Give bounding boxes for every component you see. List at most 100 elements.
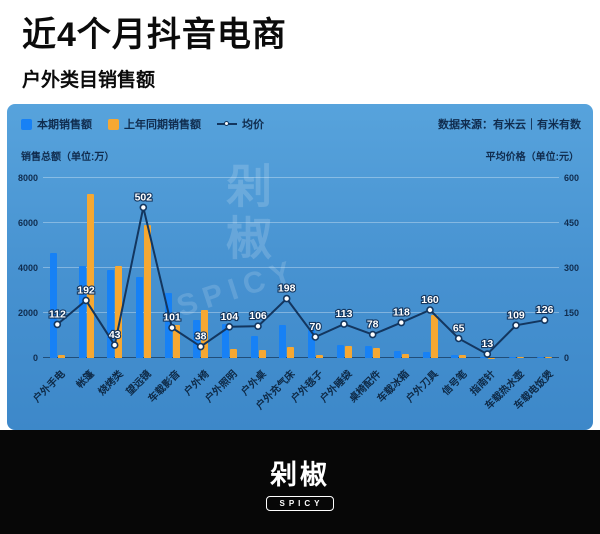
gridline (43, 177, 559, 179)
line-value-label: 126 (536, 304, 554, 316)
line-point (340, 320, 348, 328)
line-point (53, 320, 62, 329)
bar-current (250, 335, 258, 359)
line-point (483, 350, 492, 358)
line-value-label: 109 (507, 309, 525, 321)
bar-previous (430, 315, 438, 359)
page-subtitle: 户外类目销售额 (22, 70, 156, 92)
line-point (254, 322, 262, 331)
line-value-label: 198 (278, 283, 296, 295)
line-value-label: 101 (163, 312, 181, 324)
bar-previous (143, 225, 151, 359)
bar-current (164, 292, 172, 359)
line-value-label: 65 (453, 323, 465, 335)
x-axis-line (43, 357, 559, 359)
bar-current (221, 324, 229, 359)
bar-previous (115, 265, 123, 359)
legend-item-previous[interactable]: 上年同期销售额 (108, 116, 201, 132)
bar-previous (172, 325, 180, 359)
line-value-label: 106 (249, 310, 267, 322)
bar-previous (545, 357, 553, 359)
data-source: 数据来源：有米云｜有米有数 (438, 119, 581, 132)
bar-previous (201, 309, 209, 359)
right-tick-label: 600 (564, 173, 580, 184)
footer-spicy-badge: SPICY (266, 496, 334, 512)
bar-previous (86, 193, 94, 359)
current-swatch-icon (21, 118, 32, 130)
line-value-label: 13 (481, 338, 493, 350)
bar-current (393, 351, 401, 359)
line-point (512, 321, 520, 330)
legend-label-avg: 均价 (242, 119, 264, 132)
page-title: 近4个月抖音电商 (22, 16, 287, 54)
bar-current (479, 357, 487, 359)
right-tick-label: 150 (564, 308, 580, 319)
right-tick-label: 450 (564, 218, 580, 229)
bar-current (365, 346, 373, 359)
bar-previous (459, 354, 467, 359)
line-point (139, 203, 148, 212)
gridline (43, 267, 559, 269)
bar-current (508, 357, 516, 359)
bar-current (107, 270, 115, 359)
line-point (311, 333, 320, 341)
bar-previous (57, 354, 65, 359)
avg-price-line: 112 192 43 502 101 38 104 106 198 70 113 78 118 160 65… (48, 190, 555, 358)
right-axis-unit: 平均价格（单位:元） (485, 152, 579, 164)
line-point (454, 334, 463, 343)
legend: 本期销售额 上年同期销售额 均价 数据来源：有米云｜有米有数 (21, 116, 581, 132)
bar-previous (287, 346, 295, 359)
left-tick-label: 6000 (17, 218, 38, 229)
line-point (368, 330, 377, 339)
line-value-label: 78 (367, 319, 379, 331)
line-point (196, 342, 205, 351)
line-point (82, 296, 90, 305)
bar-previous (516, 357, 524, 359)
left-tick-label: 8000 (17, 173, 38, 184)
bar-previous (401, 354, 409, 359)
bar-current (451, 355, 459, 359)
bar-current (537, 356, 545, 359)
line-value-label: 118 (393, 307, 410, 319)
bar-current (49, 253, 57, 359)
bar-current (336, 344, 344, 359)
footer-brand-logo: 剁椒 (270, 460, 330, 491)
line-value-label: 502 (135, 191, 153, 203)
line-value-label: 43 (109, 329, 121, 341)
chart-panel: 本期销售额 上年同期销售额 均价 数据来源：有米云｜有米有数 销售总额（单位:万… (7, 104, 593, 431)
bar-previous (315, 355, 323, 359)
legend-item-current[interactable]: 本期销售额 (21, 116, 92, 132)
bar-previous (229, 349, 237, 359)
line-value-label: 38 (195, 331, 207, 343)
line-marker-icon (217, 120, 237, 126)
bar-current (307, 329, 315, 359)
footer: 剁椒 SPICY (0, 430, 600, 534)
left-tick-label: 0 (32, 353, 38, 364)
line-point (397, 318, 406, 327)
header: 近4个月抖音电商 户外类目销售额 (0, 0, 600, 105)
line-value-label: 160 (421, 294, 439, 306)
line-value-label: 192 (77, 284, 95, 296)
left-tick-label: 4000 (17, 263, 38, 274)
axis-units: 销售总额（单位:万） 平均价格（单位:元） (21, 148, 579, 163)
legend-label-previous: 上年同期销售额 (124, 119, 201, 132)
line-value-label: 112 (49, 308, 66, 320)
bar-current (279, 325, 287, 359)
line-value-label: 104 (221, 311, 239, 323)
line-point (282, 294, 291, 303)
bar-current (135, 277, 143, 359)
legend-label-current: 本期销售额 (37, 119, 92, 132)
gridline (43, 222, 559, 224)
line-point (225, 323, 234, 331)
left-tick-label: 2000 (17, 308, 38, 319)
line-value-label: 70 (309, 321, 321, 333)
bar-previous (344, 345, 352, 359)
line-point (426, 306, 434, 314)
previous-swatch-icon (108, 118, 119, 130)
line-point (540, 316, 549, 325)
line-value-label: 113 (336, 308, 353, 320)
bar-previous (258, 350, 266, 359)
legend-item-avg[interactable]: 均价 (217, 116, 264, 132)
line-point (110, 341, 119, 349)
